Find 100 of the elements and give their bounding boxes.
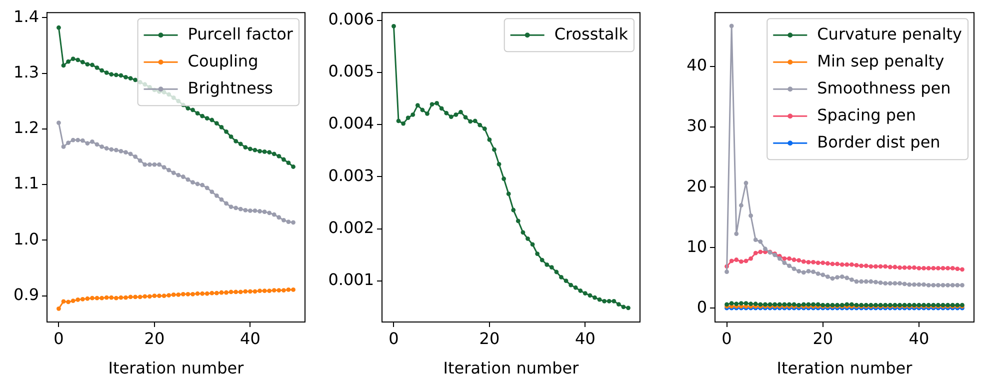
point [626,306,630,310]
point [874,280,878,284]
point [282,218,286,222]
point [262,288,267,294]
point [478,122,482,128]
x-axis-title: Iteration number [443,358,580,378]
point [616,302,621,306]
point [898,281,902,286]
point [454,112,458,117]
point [602,298,607,304]
point [133,154,138,159]
point [540,258,544,262]
point [195,291,200,296]
point [118,73,124,78]
point [195,111,200,116]
legend-label: Brightness [188,78,274,98]
point [738,259,744,264]
point [448,114,454,119]
point [61,144,66,149]
legend-label: Min sep penalty [817,51,944,70]
point [410,112,416,117]
point [859,264,864,268]
point [128,294,133,300]
point [258,288,262,294]
point [578,288,583,293]
point [200,182,205,188]
point [582,291,588,296]
point [109,72,114,77]
point [243,145,248,150]
point [535,252,540,256]
y-tick-label: 1.1 [14,174,39,193]
point [960,282,964,288]
point [792,258,796,262]
point [204,116,210,121]
point [286,160,291,166]
point [76,58,80,62]
x-axis-title: Iteration number [776,358,913,378]
point [898,265,902,270]
point [85,62,90,67]
point [291,164,296,169]
point [186,292,190,296]
point [124,150,128,154]
point [118,148,124,154]
point [612,298,616,304]
point [166,168,172,172]
point [104,295,109,300]
point [744,301,748,306]
point [606,298,612,304]
point [496,162,502,166]
point [70,56,76,61]
point [252,289,258,294]
point [61,63,66,68]
point [267,288,272,294]
point [830,276,835,281]
point [734,302,739,306]
point [850,278,854,282]
point [830,262,835,266]
point [955,266,960,272]
point [104,146,109,151]
point [243,289,248,294]
point [936,266,940,270]
point [444,110,449,116]
point [922,266,926,270]
point [152,294,157,298]
point [228,134,234,139]
point [238,142,243,146]
point [811,270,816,274]
point [80,60,85,64]
point [936,282,940,288]
y-tick-label: 0.003 [328,166,374,185]
point [176,172,181,178]
point [502,176,506,181]
y-tick-label: 1.3 [14,62,39,82]
point [392,24,396,28]
y-tick-label: 30 [686,116,707,135]
point [825,261,830,266]
legend-label: Smoothness pen [817,78,951,98]
point [864,279,868,284]
point [753,250,758,256]
point [801,270,806,275]
point [811,260,816,264]
point [472,118,478,124]
point [272,152,276,156]
point [272,212,276,217]
point [214,193,219,198]
point [291,288,296,292]
point [549,265,554,270]
point [439,106,444,111]
y-tick-label: 0.006 [328,10,374,29]
x-tick-label: 20 [812,328,834,348]
point [902,282,907,286]
point [588,293,592,298]
point [874,264,878,269]
point [554,270,559,274]
point [94,142,100,147]
point [763,246,768,252]
point [463,115,468,120]
point [816,260,820,265]
point [844,276,850,280]
point [734,258,739,262]
